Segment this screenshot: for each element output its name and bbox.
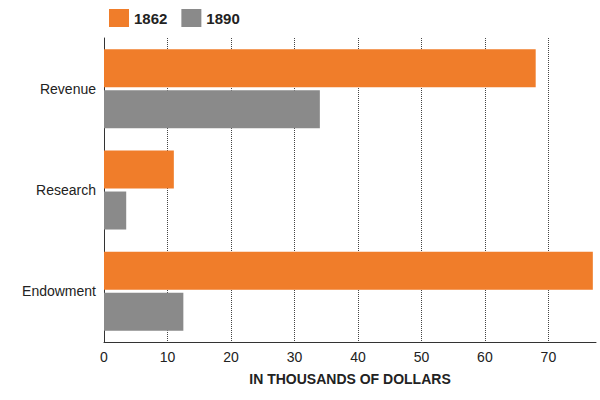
- svg-text:20: 20: [223, 349, 239, 365]
- svg-text:1890: 1890: [206, 10, 239, 27]
- svg-text:40: 40: [350, 349, 366, 365]
- svg-text:50: 50: [414, 349, 430, 365]
- svg-text:Endowment: Endowment: [22, 283, 96, 299]
- svg-text:10: 10: [160, 349, 176, 365]
- svg-text:Revenue: Revenue: [40, 81, 96, 97]
- svg-text:IN THOUSANDS OF DOLLARS: IN THOUSANDS OF DOLLARS: [249, 371, 450, 387]
- svg-text:0: 0: [100, 349, 108, 365]
- svg-text:30: 30: [287, 349, 303, 365]
- svg-text:Research: Research: [36, 182, 96, 198]
- svg-text:1862: 1862: [134, 10, 167, 27]
- svg-text:60: 60: [477, 349, 493, 365]
- svg-text:70: 70: [541, 349, 557, 365]
